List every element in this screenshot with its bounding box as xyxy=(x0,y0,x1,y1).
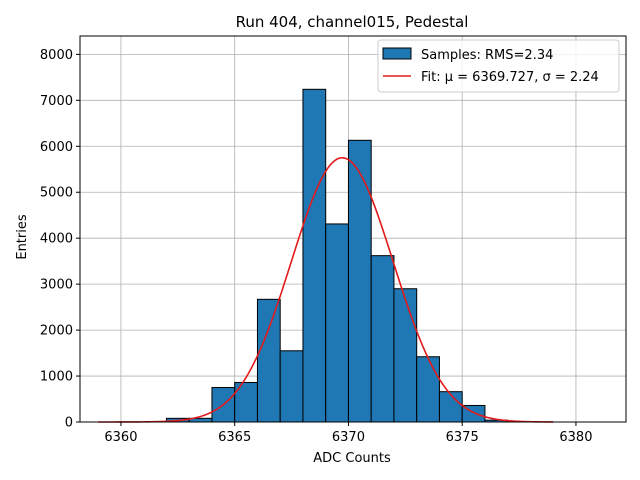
y-tick-label: 7000 xyxy=(40,94,73,109)
fit-curve-layer xyxy=(98,156,554,423)
y-axis-label: Entries xyxy=(15,214,30,260)
histogram-bar xyxy=(279,350,304,423)
legend-label-samples: Samples: RMS=2.34 xyxy=(421,48,553,63)
histogram-bar xyxy=(325,223,349,423)
legend-swatch-samples xyxy=(382,47,412,60)
y-tick-label: 8000 xyxy=(40,48,73,63)
y-tick-label: 6000 xyxy=(40,140,73,155)
histogram-bar xyxy=(393,288,418,423)
x-tick-label: 6360 xyxy=(104,430,137,445)
fit-curve xyxy=(98,156,554,423)
x-axis-label: ADC Counts xyxy=(313,451,391,466)
plot-frame xyxy=(79,35,627,423)
histogram-bars xyxy=(165,88,509,423)
histogram-bar xyxy=(370,255,395,423)
chart-title: Run 404, channel015, Pedestal xyxy=(236,13,469,31)
legend-box xyxy=(377,39,620,93)
x-tick-label: 6375 xyxy=(446,430,479,445)
histogram-bar xyxy=(438,391,463,423)
x-tick-label: 6370 xyxy=(332,430,365,445)
histogram-bar xyxy=(416,356,440,423)
histogram-bar xyxy=(256,298,281,423)
histogram-bar xyxy=(347,139,372,423)
legend: Samples: RMS=2.34 Fit: μ = 6369.727, σ =… xyxy=(377,39,620,93)
x-tick-label: 6380 xyxy=(559,430,592,445)
y-tick-label: 2000 xyxy=(40,324,73,339)
x-tick-label: 6365 xyxy=(218,430,251,445)
histogram-bar xyxy=(302,88,327,423)
y-tick-label: 0 xyxy=(65,416,73,431)
axis-ticks: 6360 6365 6370 6375 6380 0 1000 2000 3000 4000 500… xyxy=(40,48,593,445)
y-tick-label: 4000 xyxy=(40,232,73,247)
y-tick-label: 3000 xyxy=(40,278,73,293)
y-tick-label: 1000 xyxy=(40,370,73,385)
legend-label-fit: Fit: μ = 6369.727, σ = 2.24 xyxy=(421,70,599,85)
y-tick-label: 5000 xyxy=(40,186,73,201)
